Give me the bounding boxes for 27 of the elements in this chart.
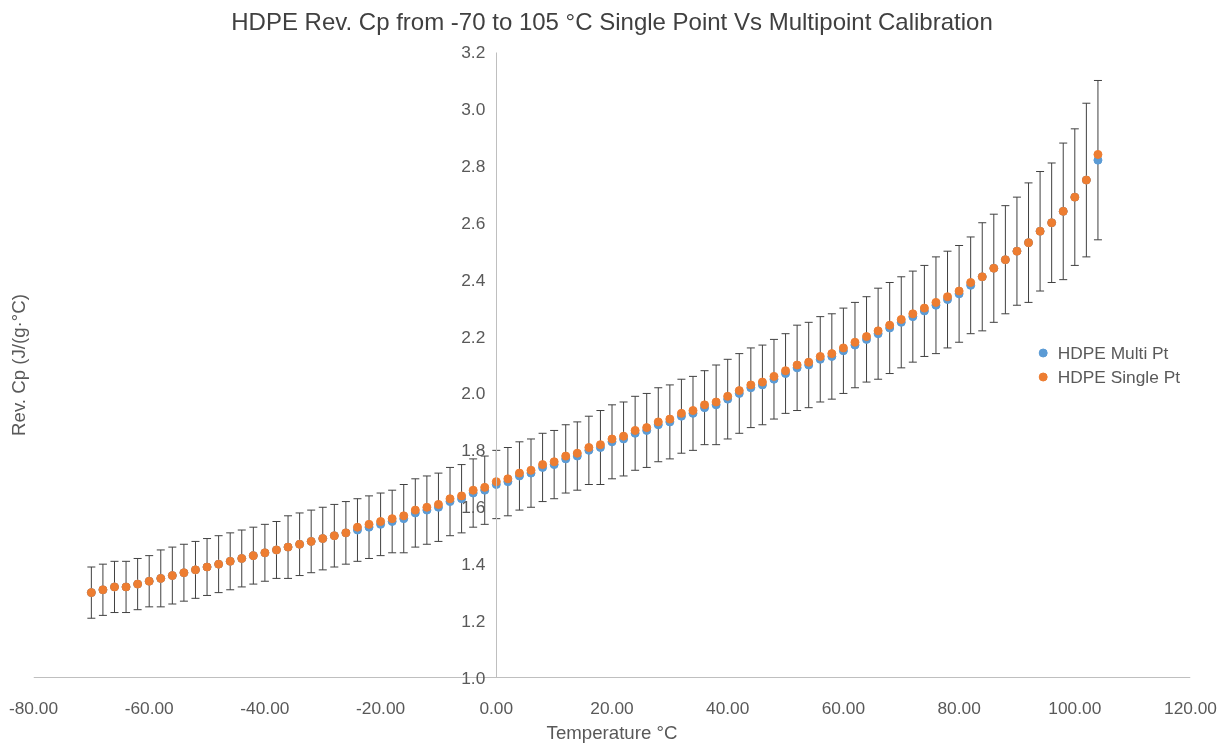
- x-tick-label: 100.00: [1048, 697, 1102, 718]
- x-tick-label: 40.00: [706, 697, 750, 718]
- x-tick-label: -80.00: [8, 697, 59, 718]
- y-tick-label: 2.0: [461, 383, 486, 404]
- x-tick-label: 120.00: [1164, 697, 1217, 718]
- y-tick-label: 1.0: [461, 667, 486, 688]
- y-tick-label: 3.2: [461, 42, 486, 63]
- x-tick-label: 60.00: [821, 697, 866, 718]
- y-tick-label: 2.6: [461, 212, 486, 233]
- y-axis-title: Rev. Cp (J/(g·°C): [7, 294, 29, 436]
- x-tick-label: 80.00: [937, 697, 981, 718]
- chart-title: HDPE Rev. Cp from -70 to 105 °C Single Point Vs Multipoint Calibration: [231, 7, 993, 35]
- y-tick-label: 1.8: [461, 440, 486, 461]
- legend-label: HDPE Multi Pt: [1057, 342, 1169, 363]
- y-tick-label: 2.4: [461, 269, 486, 290]
- x-tick-label: 20.00: [590, 697, 634, 718]
- y-tick-label: 1.4: [461, 554, 486, 575]
- x-tick-label: 0.00: [479, 697, 514, 718]
- y-tick-label: 2.2: [461, 326, 486, 347]
- x-tick-label: -20.00: [356, 697, 406, 718]
- x-tick-label: -40.00: [240, 697, 290, 718]
- x-axis-title: Temperature °C: [546, 721, 678, 743]
- y-tick-label: 2.8: [461, 155, 486, 176]
- legend-label: HDPE Single Pt: [1057, 366, 1180, 387]
- y-tick-label: 1.2: [461, 611, 486, 632]
- x-tick-label: -60.00: [124, 697, 174, 718]
- y-tick-label: 3.0: [461, 98, 486, 119]
